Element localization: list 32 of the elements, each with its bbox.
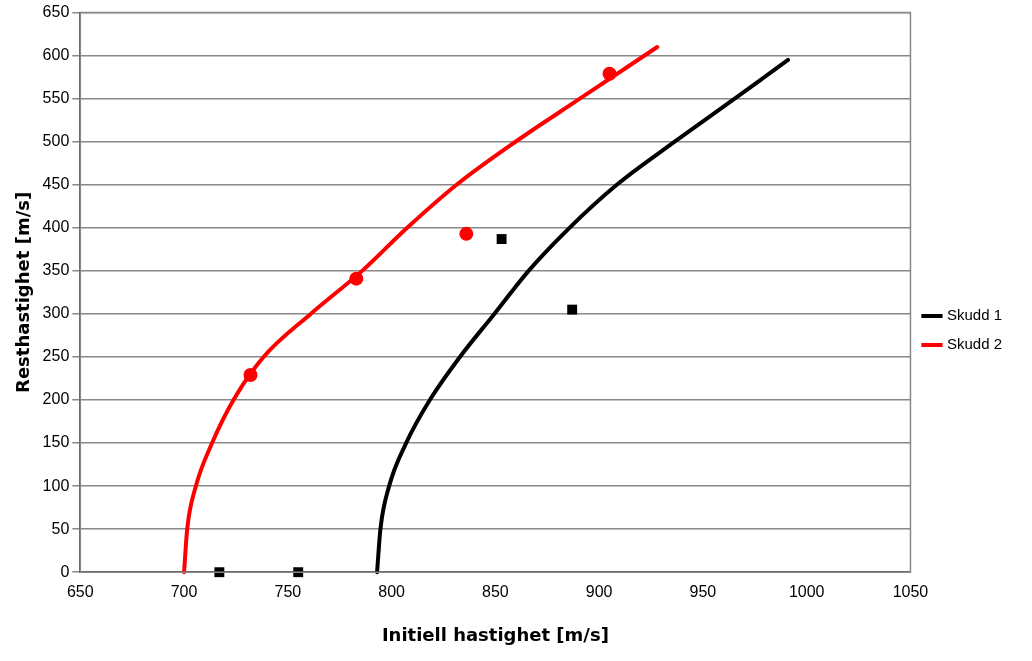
point [459,226,474,241]
y-tick-label: 450 [42,175,70,193]
y-tick-label: 0 [60,562,70,580]
legend-label: Skudd 1 [946,306,1003,324]
x-tick-label: 1000 [788,583,825,601]
x-axis-title: Initiell hastighet [m/s] [381,623,609,645]
y-tick-label: 500 [42,132,70,150]
y-tick-label: 200 [42,390,70,408]
y-tick-label: 300 [42,304,70,322]
y-tick-label: 550 [42,89,70,107]
x-tick-label: 1050 [892,583,929,601]
x-tick-label: 700 [170,583,198,601]
y-tick-label: 600 [42,46,70,64]
y-tick-label: 650 [42,3,70,21]
x-tick-label: 850 [482,583,509,601]
line-series [182,45,660,575]
y-tick-label: 100 [42,476,70,494]
x-tick-label: 800 [378,583,406,601]
legend-label: Skudd 2 [946,335,1003,353]
y-axis-title: Resthastighet [m/s] [12,191,34,393]
y-tick-label: 250 [42,347,70,365]
point [567,304,578,315]
y-tick-label: 400 [42,218,70,236]
x-tick-label: 900 [585,583,613,601]
y-tick-label: 50 [51,519,70,537]
x-tick-label: 650 [66,583,94,601]
line-series [375,57,791,575]
y-tick-label: 150 [42,433,70,451]
x-tick-label: 950 [689,583,717,601]
x-tick-label: 750 [274,583,302,601]
point [496,234,507,244]
y-tick-label: 350 [42,261,70,279]
